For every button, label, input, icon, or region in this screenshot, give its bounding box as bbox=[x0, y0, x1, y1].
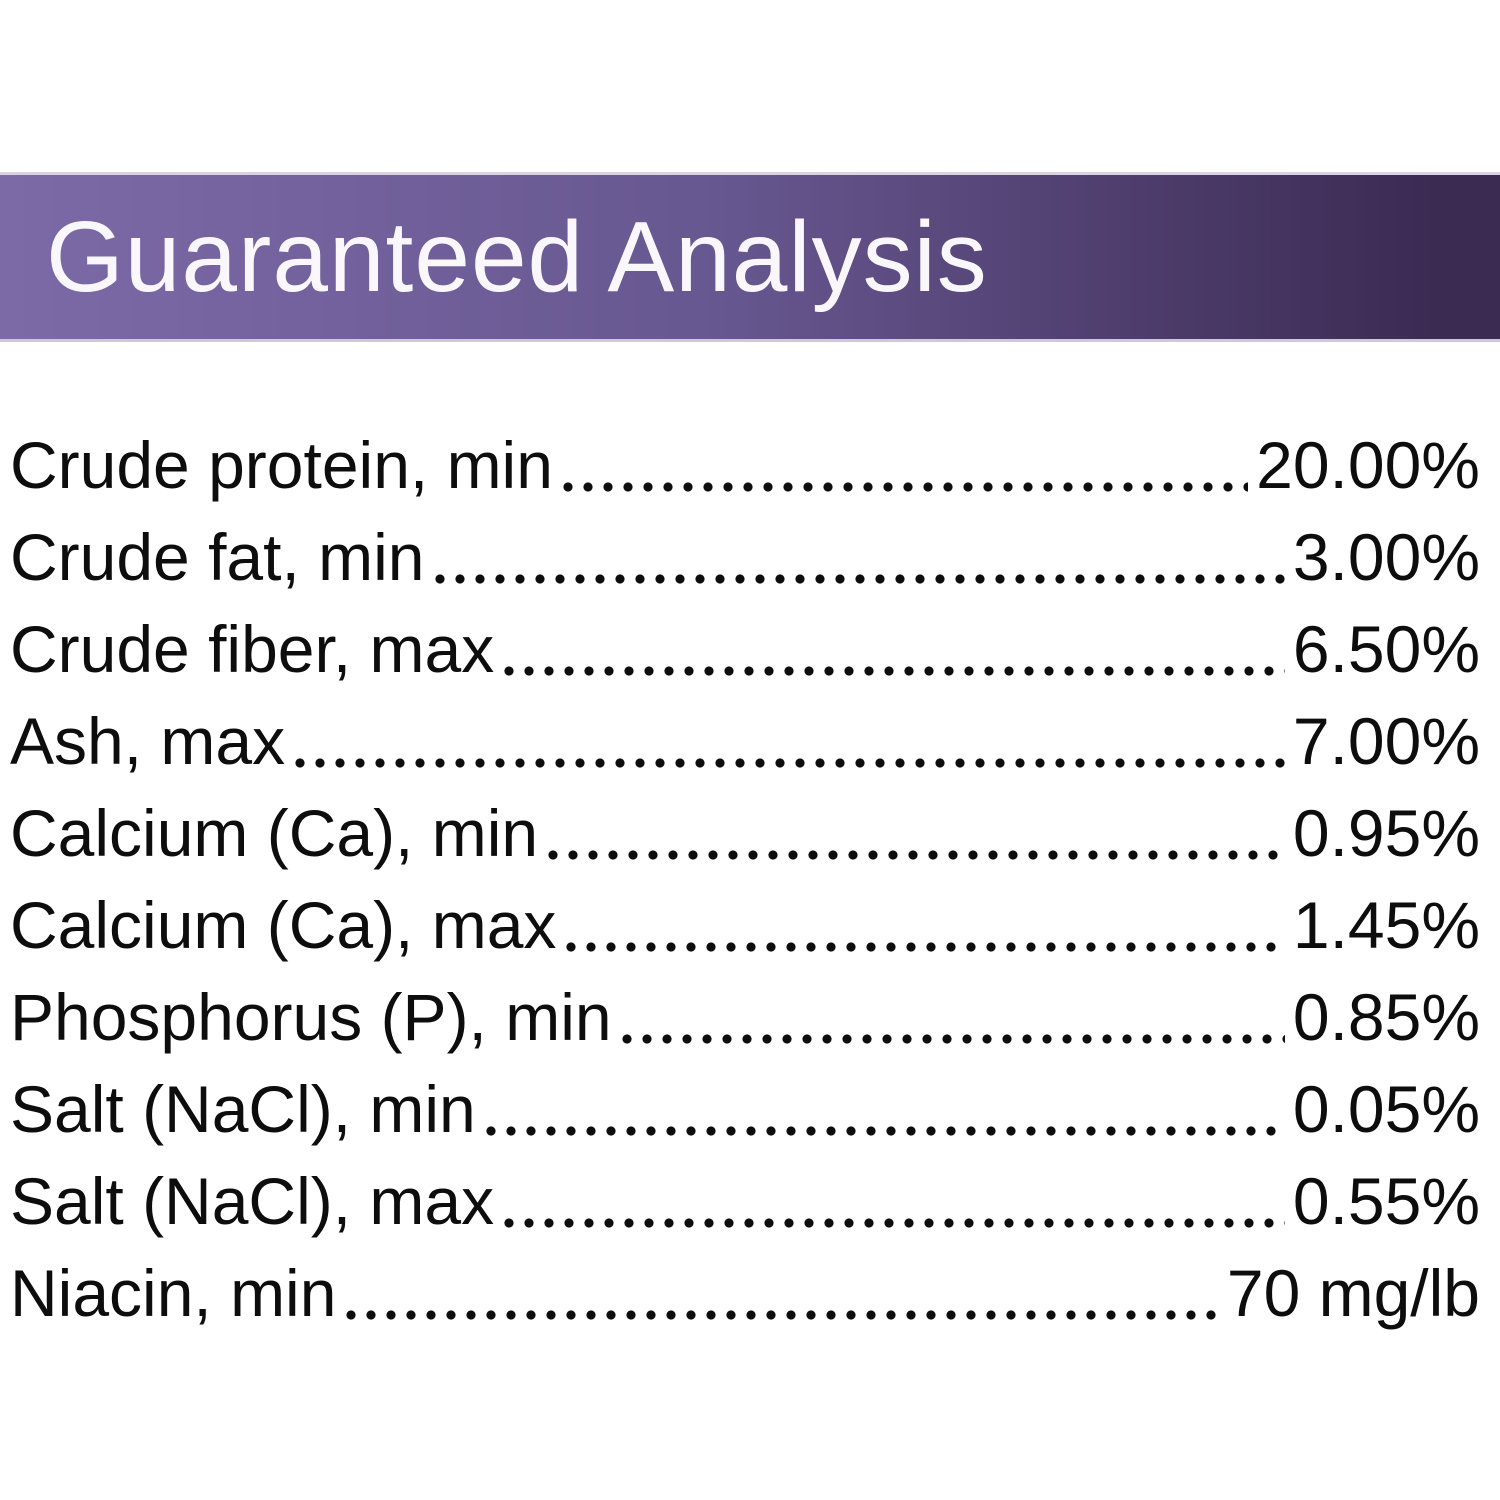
nutrient-label: Calcium (Ca), max bbox=[10, 888, 557, 962]
nutrient-value: 0.85% bbox=[1292, 980, 1480, 1054]
nutrient-label: Crude protein, min bbox=[10, 428, 553, 502]
dot-leader bbox=[504, 1218, 1285, 1228]
nutrient-value: 7.00% bbox=[1292, 704, 1480, 778]
nutrient-value: 0.55% bbox=[1292, 1164, 1480, 1238]
analysis-row: Salt (NaCl), min 0.05% bbox=[10, 1063, 1480, 1155]
analysis-row: Calcium (Ca), min 0.95% bbox=[10, 787, 1480, 879]
nutrient-label: Crude fat, min bbox=[10, 520, 425, 594]
dot-leader bbox=[295, 758, 1285, 768]
dot-leader bbox=[485, 1126, 1285, 1136]
nutrient-value: 20.00% bbox=[1256, 428, 1480, 502]
nutrient-label: Calcium (Ca), min bbox=[10, 796, 539, 870]
nutrient-value: 70 mg/lb bbox=[1226, 1256, 1480, 1330]
analysis-row: Calcium (Ca), max 1.45% bbox=[10, 879, 1480, 971]
nutrient-value: 0.05% bbox=[1292, 1072, 1480, 1146]
analysis-row: Crude fiber, max 6.50% bbox=[10, 603, 1480, 695]
dot-leader bbox=[434, 574, 1285, 584]
analysis-row: Niacin, min 70 mg/lb bbox=[10, 1247, 1480, 1339]
dot-leader bbox=[562, 482, 1249, 492]
header-banner: Guaranteed Analysis bbox=[0, 172, 1500, 342]
analysis-row: Crude fat, min 3.00% bbox=[10, 511, 1480, 603]
nutrient-label: Phosphorus (P), min bbox=[10, 980, 612, 1054]
nutrient-label: Salt (NaCl), max bbox=[10, 1164, 495, 1238]
nutrient-value: 6.50% bbox=[1292, 612, 1480, 686]
nutrient-label: Ash, max bbox=[10, 704, 286, 778]
nutrient-label: Crude fiber, max bbox=[10, 612, 495, 686]
analysis-row: Crude protein, min 20.00% bbox=[10, 419, 1480, 511]
dot-leader bbox=[566, 942, 1285, 952]
nutrient-value: 1.45% bbox=[1292, 888, 1480, 962]
nutrient-value: 3.00% bbox=[1292, 520, 1480, 594]
nutrient-label: Niacin, min bbox=[10, 1256, 337, 1330]
dot-leader bbox=[621, 1034, 1285, 1044]
analysis-row: Phosphorus (P), min 0.85% bbox=[10, 971, 1480, 1063]
analysis-list: Crude protein, min 20.00% Crude fat, min… bbox=[0, 419, 1500, 1339]
dot-leader bbox=[548, 850, 1285, 860]
analysis-row: Ash, max 7.00% bbox=[10, 695, 1480, 787]
page-title: Guaranteed Analysis bbox=[46, 201, 988, 313]
nutrient-value: 0.95% bbox=[1292, 796, 1480, 870]
nutrient-label: Salt (NaCl), min bbox=[10, 1072, 476, 1146]
analysis-row: Salt (NaCl), max 0.55% bbox=[10, 1155, 1480, 1247]
dot-leader bbox=[346, 1310, 1219, 1320]
dot-leader bbox=[504, 666, 1285, 676]
